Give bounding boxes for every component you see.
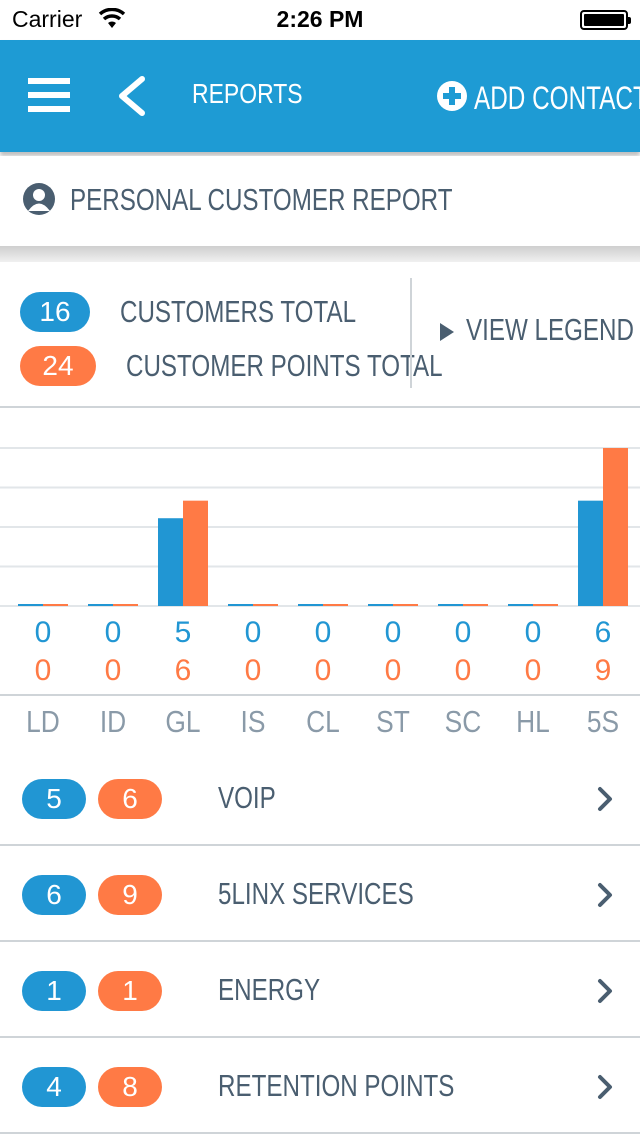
tick-label-sc: SC [444,704,482,739]
totals-panel: 16 CUSTOMERS TOTAL 24 CUSTOMER POINTS TO… [0,262,640,408]
customers-count-badge: 4 [22,1067,86,1107]
plus-circle-icon [436,80,468,117]
data-label-customers-5s: 6 [595,616,612,649]
list-item[interactable]: 4 8 RETENTION POINTS [0,1038,640,1134]
data-label-points-gl: 6 [175,654,192,687]
list-item[interactable]: 6 9 5LINX SERVICES [0,846,640,942]
chevron-right-icon [596,1074,614,1105]
report-selector[interactable]: PERSONAL CUSTOMER REPORT [0,156,640,246]
data-label-points-5s: 9 [595,654,612,687]
section-divider [0,246,640,262]
bar-chart: 0 0 0 0 5 6 0 0 0 0 0 0 0 0 0 0 6 9 [0,410,640,694]
vertical-divider [410,278,412,388]
person-icon [22,182,56,221]
bar-points-hl [533,604,558,606]
points-total-label: CUSTOMER POINTS TOTAL [126,348,443,383]
bar-customers-sc [438,604,463,606]
data-label-points-hl: 0 [525,654,542,687]
customers-count-badge: 1 [22,971,86,1011]
bar-points-ld [43,604,68,606]
data-label-points-sc: 0 [455,654,472,687]
data-label-customers-id: 0 [105,616,122,649]
carrier-label: Carrier [12,6,83,32]
list-item-label: ENERGY [218,972,321,1007]
chart-x-axis: LD ID GL IS CL ST SC HL 5S [0,694,640,750]
bar-customers-ld [18,604,43,606]
data-label-customers-sc: 0 [455,616,472,649]
list-item[interactable]: 1 1 ENERGY [0,942,640,1038]
bar-customers-hl [508,604,533,606]
battery-icon [580,10,631,30]
bar-customers-id [88,604,113,606]
bar-points-sc [463,604,488,606]
play-triangle-icon [440,323,454,341]
wifi-icon [98,7,126,35]
status-time: 2:26 PM [276,6,364,32]
tick-label-gl: GL [165,704,201,739]
chevron-right-icon [596,786,614,817]
bar-customers-gl [158,518,183,606]
tick-label-cl: CL [306,704,340,739]
tick-label-st: ST [376,704,410,739]
status-bar: Carrier 2:26 PM [0,0,640,40]
customers-count-badge: 6 [22,875,86,915]
bar-customers-st [368,604,393,606]
bar-points-5s [603,448,628,606]
data-label-customers-gl: 5 [175,616,192,649]
bar-customers-cl [298,604,323,606]
customers-total-badge: 16 [20,292,90,332]
bar-points-st [393,604,418,606]
bar-customers-5s [578,500,603,606]
data-label-points-id: 0 [105,654,122,687]
nav-bar: REPORTS ADD CONTACT [0,40,640,152]
tick-label-5s: 5S [586,704,620,739]
list-item[interactable]: 5 6 VOIP [0,750,640,846]
page-title: REPORTS [192,78,303,109]
tick-label-id: ID [99,704,127,739]
hamburger-menu-icon[interactable] [28,78,70,112]
customers-total-label: CUSTOMERS TOTAL [120,294,357,329]
chevron-right-icon [596,978,614,1009]
list-item-label: RETENTION POINTS [218,1068,455,1103]
tick-label-is: IS [240,704,266,739]
points-count-badge: 8 [98,1067,162,1107]
data-label-customers-hl: 0 [525,616,542,649]
data-label-customers-is: 0 [245,616,262,649]
bar-points-id [113,604,138,606]
data-label-customers-cl: 0 [315,616,332,649]
chevron-left-icon[interactable] [114,76,148,121]
points-count-badge: 1 [98,971,162,1011]
add-contact-label: ADD CONTACT [474,80,640,116]
list-item-label: VOIP [218,780,276,815]
bar-customers-is [228,604,253,606]
list-item-label: 5LINX SERVICES [218,876,414,911]
data-label-points-st: 0 [385,654,402,687]
view-legend-label: VIEW LEGEND [466,312,634,347]
bar-points-cl [323,604,348,606]
points-count-badge: 9 [98,875,162,915]
chart-svg: 0 0 0 0 5 6 0 0 0 0 0 0 0 0 0 0 6 9 [0,447,640,687]
report-label: PERSONAL CUSTOMER REPORT [70,182,453,217]
data-label-points-cl: 0 [315,654,332,687]
data-label-points-ld: 0 [35,654,52,687]
chevron-right-icon [596,882,614,913]
data-label-customers-st: 0 [385,616,402,649]
points-count-badge: 6 [98,779,162,819]
bar-points-gl [183,500,208,606]
customers-count-badge: 5 [22,779,86,819]
data-label-points-is: 0 [245,654,262,687]
data-label-customers-ld: 0 [35,616,52,649]
tick-label-hl: HL [516,704,550,739]
tick-label-ld: LD [26,704,60,739]
bar-points-is [253,604,278,606]
points-total-badge: 24 [20,346,96,386]
